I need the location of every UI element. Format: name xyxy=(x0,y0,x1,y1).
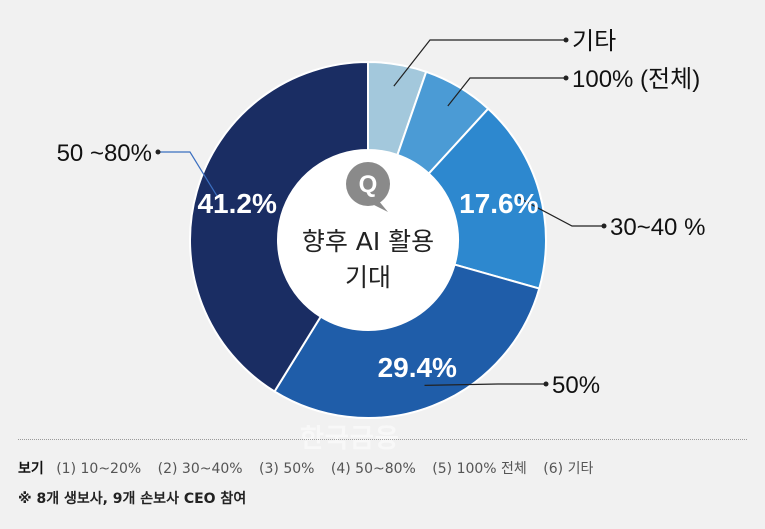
leader-dot xyxy=(543,381,549,387)
leader-line xyxy=(158,151,219,198)
slice-label: 기타 xyxy=(572,28,616,55)
leader-line xyxy=(424,383,546,387)
legend-item: (6) 기타 xyxy=(543,461,594,477)
legend-title: 보기 xyxy=(18,461,44,477)
slice-label: 100% (전체) xyxy=(572,66,700,93)
q-icon-letter: Q xyxy=(359,171,378,198)
slice-label: 30~40 % xyxy=(610,214,705,241)
donut-chart-svg: Q 향후 AI 활용 기대 17.6% 29.4% 41.2% 기타 100% (전체… xyxy=(57,28,705,419)
q-icon xyxy=(346,162,390,206)
slice-value-label: 17.6% xyxy=(459,188,538,219)
footnote: ※ 8개 생보사, 9개 손보사 CEO 참여 xyxy=(18,491,247,507)
donut-chart: Q 향후 AI 활용 기대 17.6% 29.4% 41.2% 기타 100% (전체… xyxy=(57,28,705,419)
legend-item: (1) 10~20% xyxy=(56,461,142,477)
center-label-line2: 기대 xyxy=(345,263,391,292)
center-label-line1: 향후 AI 활용 xyxy=(302,227,434,256)
slice-value-label: 41.2% xyxy=(197,188,276,219)
divider xyxy=(18,439,747,440)
slice-label: 50% xyxy=(552,372,600,399)
leader-line xyxy=(447,77,566,107)
legend-item: (2) 30~40% xyxy=(157,461,243,477)
legend-item: (5) 100% 전체 xyxy=(432,461,527,477)
leader-line xyxy=(393,39,566,87)
slice-value-label: 29.4% xyxy=(378,352,457,383)
legend-item: (4) 50~80% xyxy=(330,461,416,477)
leader-dot xyxy=(563,37,569,43)
leader-dot xyxy=(601,223,607,229)
leader-line xyxy=(517,196,604,227)
slice-label: 50 ~80% xyxy=(57,140,152,167)
pie-slice xyxy=(189,60,369,393)
center-hole xyxy=(278,150,458,330)
legend: 보기 (1) 10~20% (2) 30~40% (3) 50% (4) 50~… xyxy=(18,458,605,478)
watermark: 한국금융 xyxy=(300,424,400,454)
q-icon-tail xyxy=(372,200,388,212)
leader-dot xyxy=(155,149,161,155)
legend-item: (3) 50% xyxy=(259,461,315,477)
leader-dot xyxy=(563,75,569,81)
